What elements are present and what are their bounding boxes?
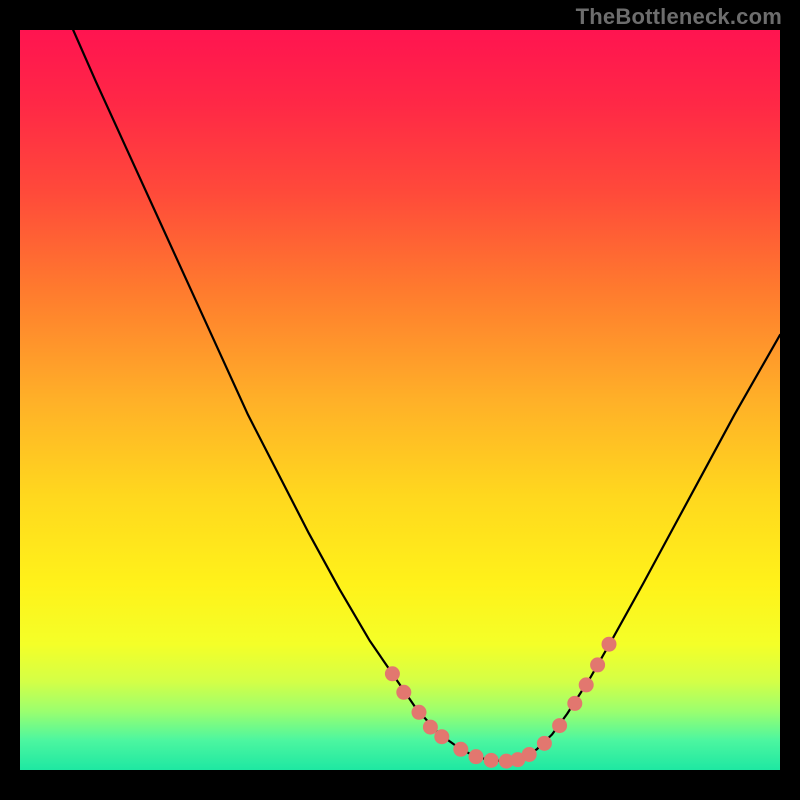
- data-marker: [484, 753, 498, 767]
- data-marker: [568, 696, 582, 710]
- data-marker: [397, 685, 411, 699]
- data-marker: [522, 747, 536, 761]
- data-marker: [537, 736, 551, 750]
- bottleneck-chart-svg: [20, 30, 780, 770]
- data-marker: [412, 705, 426, 719]
- data-marker: [423, 720, 437, 734]
- data-marker: [579, 678, 593, 692]
- chart-background: [20, 30, 780, 770]
- data-marker: [591, 658, 605, 672]
- data-marker: [454, 742, 468, 756]
- data-marker: [385, 667, 399, 681]
- data-marker: [553, 719, 567, 733]
- watermark-text: TheBottleneck.com: [576, 4, 782, 30]
- data-marker: [469, 750, 483, 764]
- data-marker: [435, 730, 449, 744]
- data-marker: [602, 637, 616, 651]
- chart-area: [20, 30, 780, 770]
